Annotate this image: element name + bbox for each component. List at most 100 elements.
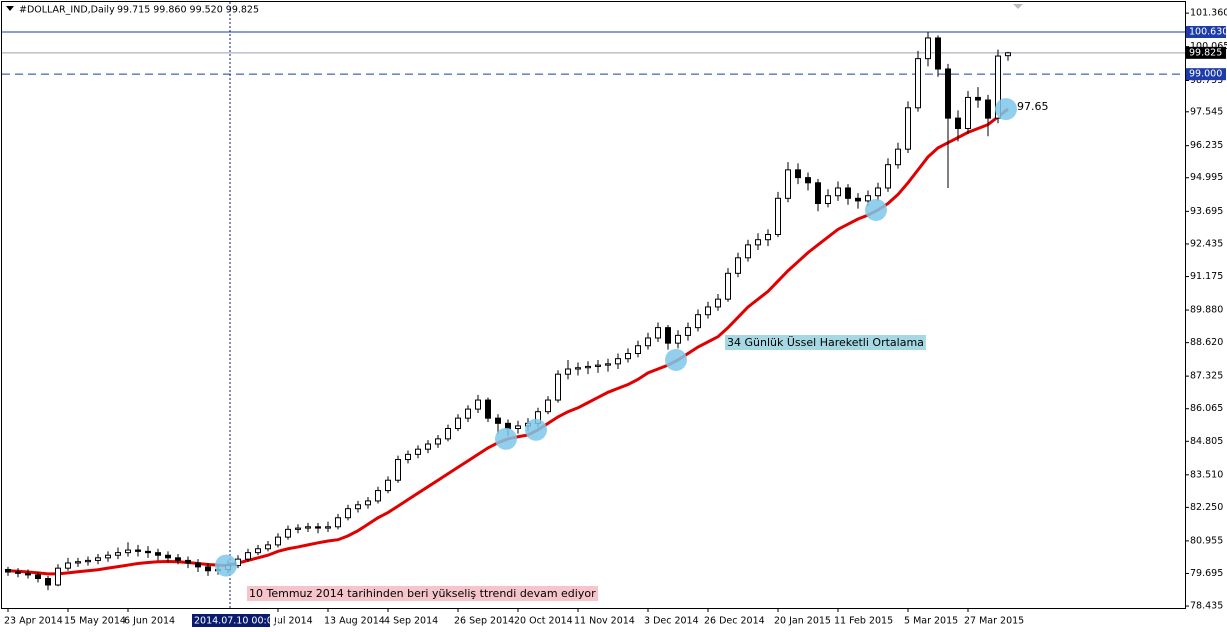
candle-body bbox=[575, 367, 581, 370]
y-tick-label: 78.435 bbox=[1190, 601, 1223, 612]
y-tick-label: 79.695 bbox=[1190, 568, 1223, 579]
candle-body bbox=[805, 177, 811, 184]
candle-body bbox=[945, 68, 951, 119]
candle-body bbox=[755, 239, 761, 246]
candle-body bbox=[965, 96, 971, 129]
shift-marker[interactable] bbox=[1013, 4, 1023, 9]
candle-body bbox=[715, 298, 721, 308]
annotation-bg bbox=[247, 586, 599, 601]
candle-body bbox=[315, 526, 321, 529]
candle-body bbox=[595, 364, 601, 367]
candle-body bbox=[855, 197, 861, 202]
y-tick-label: 97.545 bbox=[1190, 106, 1223, 117]
candle-body bbox=[375, 490, 381, 502]
y-tick-label: 94.995 bbox=[1190, 172, 1223, 183]
candle-body bbox=[485, 399, 491, 419]
candle-body bbox=[765, 234, 771, 241]
y-tick-label: 101.360 bbox=[1190, 8, 1227, 19]
candle-body bbox=[685, 327, 691, 336]
y-tick-label: 80.955 bbox=[1190, 535, 1223, 546]
candle-body bbox=[395, 459, 401, 481]
y-tick-label: 89.880 bbox=[1190, 305, 1223, 316]
crosshair-label: 2014.07.10 00:00 bbox=[194, 616, 279, 627]
annotation-bg bbox=[725, 335, 926, 350]
candle-body bbox=[975, 96, 981, 101]
x-tick-label: 13 Aug 2014 bbox=[324, 616, 385, 627]
x-tick-label: Jul 2014 bbox=[273, 616, 313, 627]
x-tick-label: 20 Oct 2014 bbox=[514, 616, 573, 627]
symbol: #DOLLAR_IND,Daily bbox=[19, 5, 115, 16]
candle-body bbox=[905, 107, 911, 150]
candle-body bbox=[285, 528, 291, 538]
annotation: 10 Temmuz 2014 tarihinden beri yükseliş … bbox=[249, 587, 596, 600]
candle-body bbox=[85, 559, 91, 563]
candle-body bbox=[135, 549, 141, 552]
highlight-circle bbox=[495, 427, 517, 450]
y-tick-label: 84.805 bbox=[1190, 436, 1223, 447]
x-tick-label: 26 Dec 2014 bbox=[704, 616, 765, 627]
ema-end-label: 97.65 bbox=[1017, 100, 1049, 113]
candle-body bbox=[245, 552, 251, 560]
candle-body bbox=[445, 428, 451, 440]
candle-body bbox=[875, 187, 881, 197]
candle-body bbox=[495, 417, 501, 424]
candle-body bbox=[795, 169, 801, 179]
highlight-circle bbox=[865, 198, 887, 221]
candle-body bbox=[65, 562, 71, 569]
candle-body bbox=[545, 399, 551, 413]
candle-body bbox=[455, 417, 461, 430]
candle-body bbox=[15, 571, 21, 574]
highlight-circle bbox=[215, 554, 237, 577]
price-label-bg bbox=[1186, 26, 1226, 39]
candle-body bbox=[515, 425, 521, 430]
candle-body bbox=[695, 314, 701, 329]
candle-body bbox=[735, 257, 741, 274]
price-label-bg bbox=[1186, 68, 1226, 81]
collapse-arrow[interactable] bbox=[6, 6, 14, 11]
candle-body bbox=[435, 438, 441, 445]
candle-body bbox=[355, 504, 361, 510]
y-tick-label: 83.510 bbox=[1190, 469, 1223, 480]
candle-body bbox=[465, 408, 471, 419]
candle-body bbox=[985, 99, 991, 119]
candle-body bbox=[385, 479, 391, 492]
candle-body bbox=[295, 527, 301, 530]
candle-body bbox=[405, 453, 411, 461]
candle-body bbox=[155, 552, 161, 556]
candle-body bbox=[175, 557, 181, 561]
candle-body bbox=[725, 272, 731, 300]
candle-body bbox=[275, 536, 281, 546]
y-tick-label: 96.235 bbox=[1190, 140, 1223, 151]
y-tick-label: 93.695 bbox=[1190, 206, 1223, 217]
price-label: 99.000 bbox=[1189, 69, 1222, 80]
candle-body bbox=[45, 578, 51, 586]
candle-body bbox=[325, 526, 331, 529]
candle-body bbox=[645, 337, 651, 347]
candle-body bbox=[265, 544, 271, 550]
price-label-bg bbox=[1186, 46, 1226, 59]
candle-body bbox=[665, 327, 671, 344]
candle-body bbox=[925, 37, 931, 60]
x-tick-label: 26 Sep 2014 bbox=[454, 616, 514, 627]
candle-body bbox=[615, 358, 621, 365]
candle-body bbox=[145, 550, 151, 554]
x-tick-label: 4 Sep 2014 bbox=[384, 616, 438, 627]
y-tick-label: 87.325 bbox=[1190, 371, 1223, 382]
candle-body bbox=[635, 345, 641, 354]
x-tick-label: 11 Feb 2015 bbox=[834, 616, 893, 627]
candle-body bbox=[255, 548, 261, 554]
candle-body bbox=[195, 562, 201, 568]
candle-body bbox=[565, 368, 571, 375]
y-tick-label: 86.065 bbox=[1190, 403, 1223, 414]
candle-body bbox=[935, 37, 941, 70]
annotation: 34 Günlük Üssel Hareketli Ortalama bbox=[727, 336, 924, 349]
candle-body bbox=[105, 554, 111, 559]
candle-body bbox=[745, 244, 751, 259]
y-tick-label: 92.435 bbox=[1190, 238, 1223, 249]
candle-body bbox=[1005, 52, 1011, 57]
x-tick-label: 6 Jun 2014 bbox=[124, 616, 175, 627]
candle-body bbox=[625, 352, 631, 360]
y-tick-label: 82.250 bbox=[1190, 502, 1223, 513]
candle-body bbox=[505, 422, 511, 430]
